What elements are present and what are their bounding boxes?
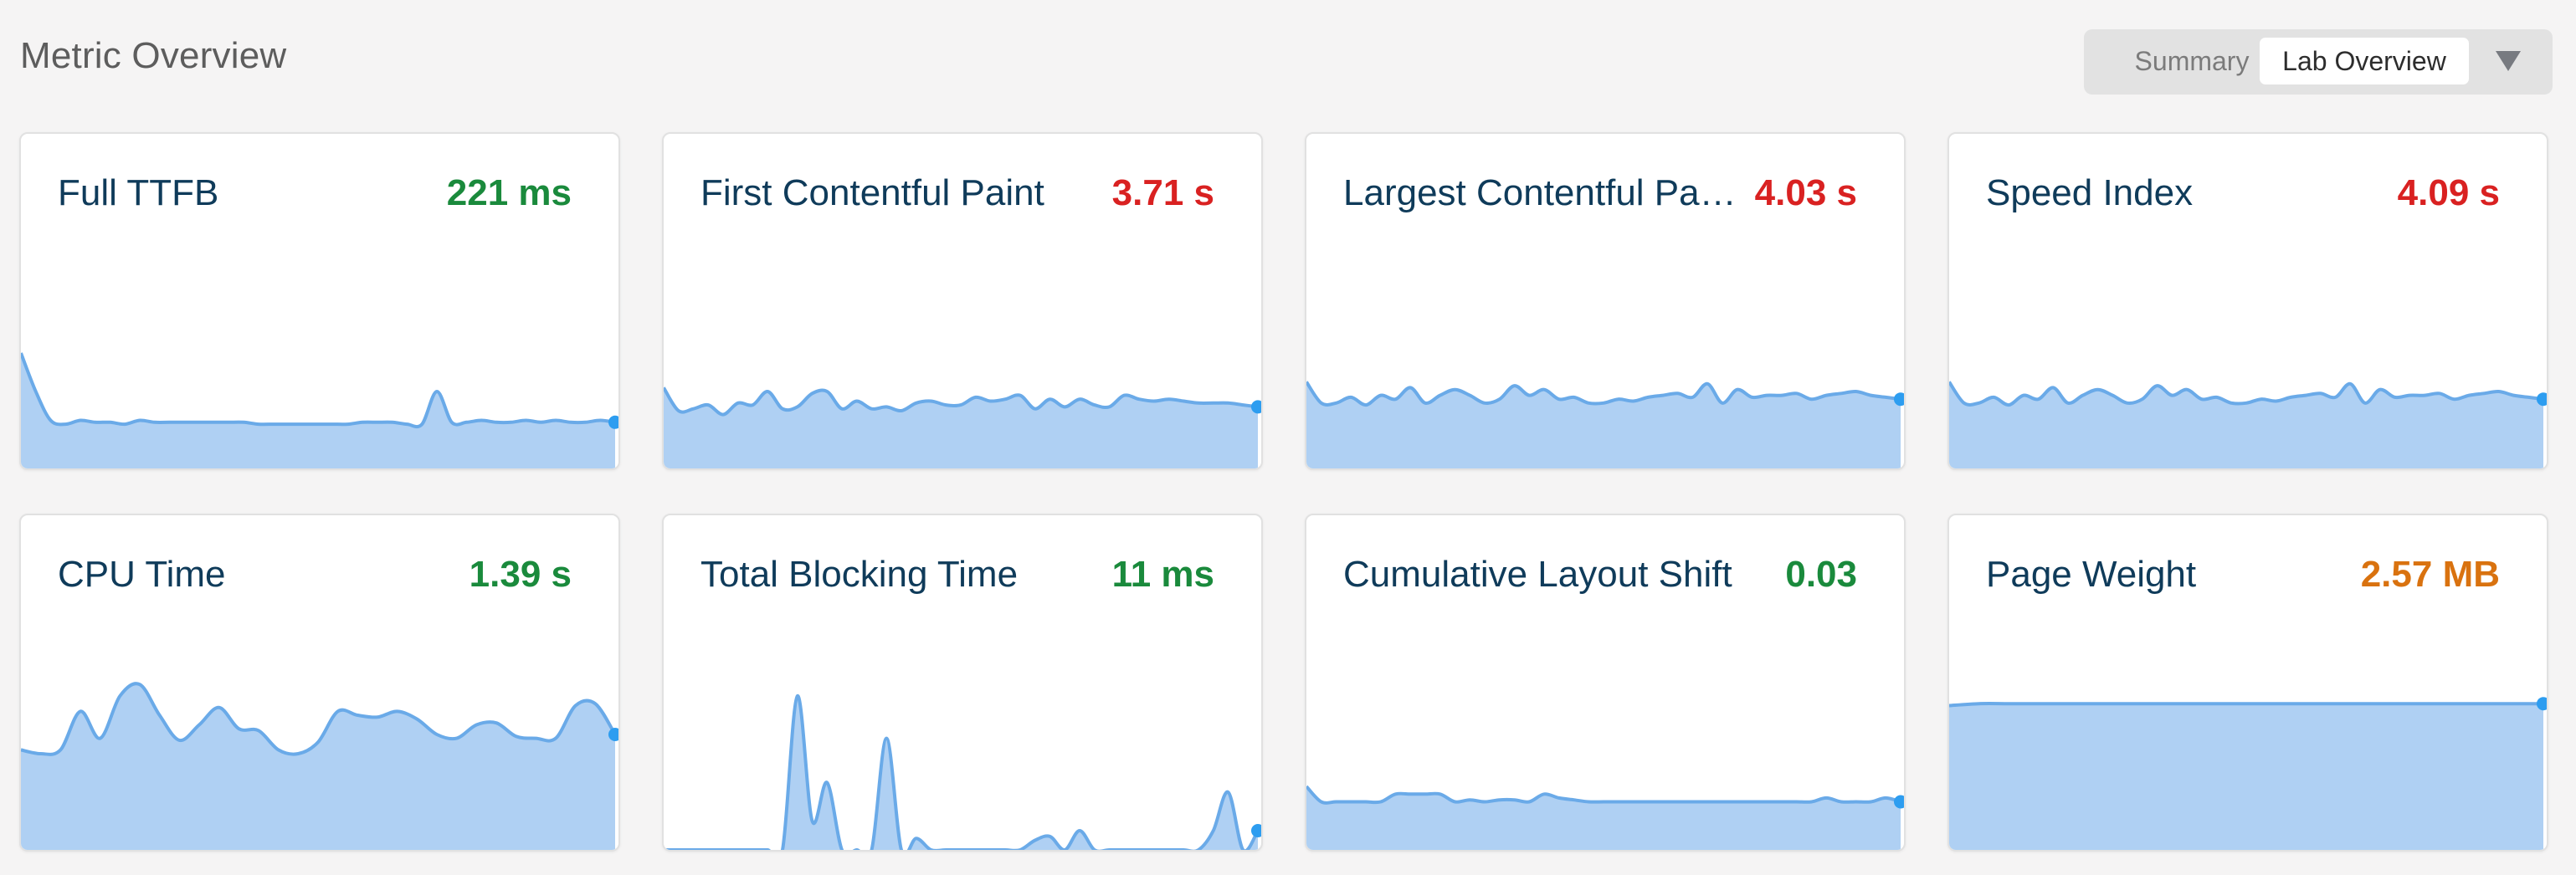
metric-card-full-ttfb[interactable]: Full TTFB 221 ms	[19, 132, 620, 470]
metric-name: CPU Time	[58, 554, 226, 595]
trend-sparkline	[664, 386, 1261, 468]
metric-name: Largest Contentful Paint	[1343, 172, 1737, 213]
metric-name: Cumulative Layout Shift	[1343, 554, 1732, 595]
trend-endpoint-dot	[2537, 392, 2547, 407]
caret-down-icon[interactable]	[2496, 51, 2521, 71]
metric-card-page-weight[interactable]: Page Weight 2.57 MB	[1947, 514, 2548, 852]
trend-line	[21, 352, 616, 429]
trend-sparkline	[1949, 697, 2547, 850]
trend-area	[21, 353, 615, 468]
trend-line	[664, 386, 1259, 417]
metric-value: 0.03	[1785, 554, 1857, 595]
trend-line	[21, 682, 617, 756]
trend-area	[664, 695, 1258, 850]
metric-card-cpu-time[interactable]: CPU Time 1.39 s	[19, 514, 620, 852]
trend-endpoint-dot	[1251, 400, 1261, 414]
trend-sparkline	[21, 352, 618, 468]
metric-value: 2.57 MB	[2360, 554, 2500, 595]
trend-line	[1306, 381, 1901, 407]
metric-name: First Contentful Paint	[700, 172, 1044, 213]
trend-area	[1949, 381, 2543, 468]
trend-line	[1949, 702, 2543, 708]
metric-value: 1.39 s	[469, 554, 572, 595]
trend-sparkline	[21, 682, 618, 850]
metric-value: 4.03 s	[1754, 172, 1857, 213]
trend-sparkline	[1949, 381, 2547, 468]
metric-name: Page Weight	[1986, 554, 2197, 595]
trend-endpoint-dot	[1894, 392, 1904, 407]
metric-value: 11 ms	[1111, 554, 1214, 595]
trend-sparkline	[664, 693, 1261, 850]
metric-card-largest-contentful-paint[interactable]: Largest Contentful Paint 4.03 s	[1305, 132, 1906, 470]
metric-name: Total Blocking Time	[700, 554, 1019, 595]
trend-line	[664, 693, 1260, 850]
trend-area	[1306, 786, 1901, 850]
metric-name: Full TTFB	[58, 172, 219, 213]
trend-line	[1949, 381, 2544, 407]
metric-value: 3.71 s	[1111, 172, 1214, 213]
trend-area	[1306, 381, 1901, 468]
trend-area	[1949, 704, 2543, 850]
page-title: Metric Overview	[20, 35, 287, 76]
metric-value: 4.09 s	[2397, 172, 2500, 213]
trend-area	[21, 683, 615, 850]
trend-endpoint-dot	[1894, 795, 1904, 809]
metric-name: Speed Index	[1986, 172, 2194, 213]
trend-endpoint-dot	[608, 728, 618, 741]
view-option-summary[interactable]: Summary	[2134, 46, 2250, 76]
metric-card-total-blocking-time[interactable]: Total Blocking Time 11 ms	[662, 514, 1263, 852]
metric-card-first-contentful-paint[interactable]: First Contentful Paint 3.71 s	[662, 132, 1263, 470]
metric-card-speed-index[interactable]: Speed Index 4.09 s	[1947, 132, 2548, 470]
metric-card-cumulative-layout-shift[interactable]: Cumulative Layout Shift 0.03	[1305, 514, 1906, 852]
trend-sparkline	[1306, 381, 1904, 468]
trend-endpoint-dot	[1251, 824, 1261, 837]
trend-endpoint-dot	[608, 415, 618, 429]
metric-value: 221 ms	[446, 172, 572, 213]
view-option-lab-overview[interactable]: Lab Overview	[2260, 38, 2469, 84]
trend-line	[1306, 785, 1901, 805]
trend-sparkline	[1306, 785, 1904, 850]
view-switcher: Summary Lab Overview	[2084, 29, 2553, 95]
trend-endpoint-dot	[2537, 697, 2547, 711]
